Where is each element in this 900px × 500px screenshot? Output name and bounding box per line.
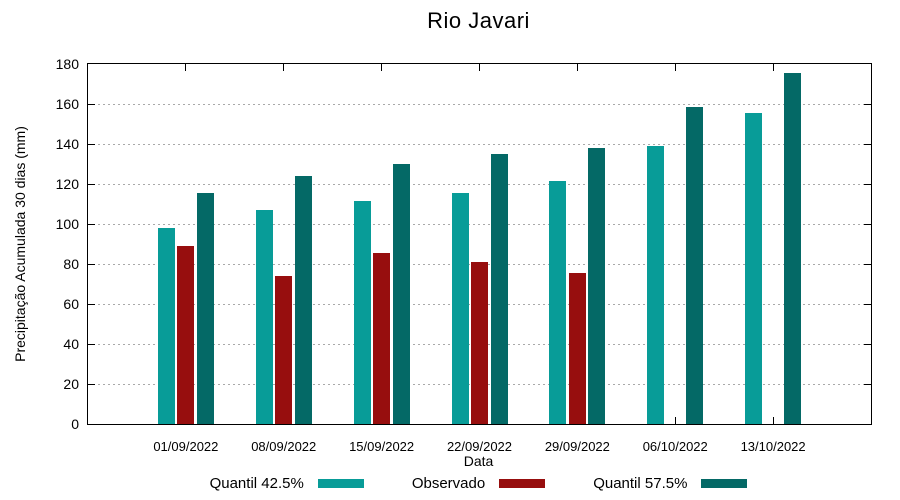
legend-swatch — [499, 478, 546, 488]
x-tick-label: 22/09/2022 — [446, 439, 513, 454]
bar-observado — [568, 273, 586, 424]
y-tick-right — [864, 383, 871, 385]
y-tick-right — [864, 343, 871, 345]
y-tick-right — [864, 143, 871, 145]
bar-quantil-57-5- — [588, 148, 606, 424]
y-tick-label: 180 — [55, 56, 79, 72]
x-tick-top — [772, 64, 774, 71]
bar-quantil-57-5- — [784, 73, 802, 424]
legend-entry: Observado — [411, 474, 546, 492]
y-gridline — [88, 183, 871, 185]
y-tick-label: 160 — [55, 96, 79, 112]
y-gridline — [88, 143, 871, 145]
y-tick-left — [88, 303, 95, 305]
y-tick-left — [88, 223, 95, 225]
x-tick-bottom — [772, 417, 774, 424]
y-tick-label: 140 — [55, 136, 79, 152]
y-tick-label: 20 — [63, 376, 79, 392]
bar-observado — [373, 253, 391, 424]
chart-title: Rio Javari — [427, 8, 530, 33]
x-tick-top — [283, 64, 285, 71]
bar-quantil-42-5- — [157, 228, 175, 424]
x-tick-top — [479, 64, 480, 71]
x-tick-top — [185, 64, 187, 71]
x-tick-label: 29/09/2022 — [544, 439, 610, 454]
y-tick-left — [88, 143, 95, 145]
plot-area: 0 20 40 60 80 100 120 140 160 180 01/09/2022 08/09/… — [56, 57, 872, 454]
bar-quantil-57-5- — [490, 154, 508, 424]
bar-quantil-42-5- — [353, 201, 371, 424]
bar-quantil-57-5- — [196, 193, 214, 424]
bar-quantil-42-5- — [647, 146, 665, 424]
x-tick-label: 06/10/2022 — [642, 439, 708, 454]
y-gridline — [88, 223, 871, 225]
legend-entry: Quantil 42.5% — [210, 475, 364, 492]
y-tick-label: 100 — [55, 216, 79, 232]
x-tick-label: 08/09/2022 — [251, 439, 317, 454]
legend-label: Observado — [411, 474, 486, 492]
x-tick-label: 15/09/2022 — [349, 439, 415, 454]
y-axis-title: Precipitação Acumulada 30 dias (mm) — [12, 126, 28, 362]
legend-label: Quantil 42.5% — [209, 474, 304, 492]
bar-quantil-42-5- — [549, 181, 567, 424]
bar-observado — [177, 246, 195, 424]
y-tick-right — [864, 223, 871, 225]
bar-quantil-57-5- — [686, 107, 704, 424]
x-tick-top — [381, 64, 383, 71]
y-tick-left — [88, 183, 95, 185]
bar-quantil-42-5- — [255, 210, 273, 424]
x-tick-bottom — [674, 417, 676, 424]
bar-observado — [275, 276, 293, 424]
y-gridline — [88, 103, 871, 105]
x-tick-label: 01/09/2022 — [153, 439, 219, 454]
bar-observado — [471, 262, 488, 424]
x-tick-top — [576, 64, 578, 71]
y-tick-label: 60 — [63, 296, 79, 312]
legend-swatch — [701, 478, 748, 488]
y-tick-right — [864, 103, 871, 105]
y-tick-label: 80 — [63, 256, 79, 272]
y-tick-label: 0 — [71, 416, 79, 432]
bar-quantil-42-5- — [745, 113, 763, 424]
y-tick-left — [88, 263, 95, 265]
legend: Quantil 42.5% Observado Quantil 57.5% — [87, 472, 870, 494]
y-tick-right — [864, 183, 871, 185]
x-tick-top — [674, 64, 676, 71]
y-tick-left — [88, 103, 95, 105]
legend-swatch — [317, 478, 364, 488]
bar-quantil-57-5- — [294, 176, 312, 424]
bar-quantil-57-5- — [392, 164, 410, 424]
y-tick-label: 40 — [63, 336, 79, 352]
y-tick-right — [864, 303, 871, 305]
y-tick-left — [88, 343, 95, 345]
x-tick-label: 13/10/2022 — [740, 439, 806, 454]
y-tick-label: 120 — [55, 176, 79, 192]
y-tick-left — [88, 383, 95, 385]
x-axis-title: Data — [463, 453, 494, 469]
y-tick-right — [864, 263, 871, 265]
legend-label: Quantil 57.5% — [593, 474, 688, 492]
legend-entry: Quantil 57.5% — [593, 474, 748, 492]
bar-quantil-42-5- — [451, 193, 469, 424]
